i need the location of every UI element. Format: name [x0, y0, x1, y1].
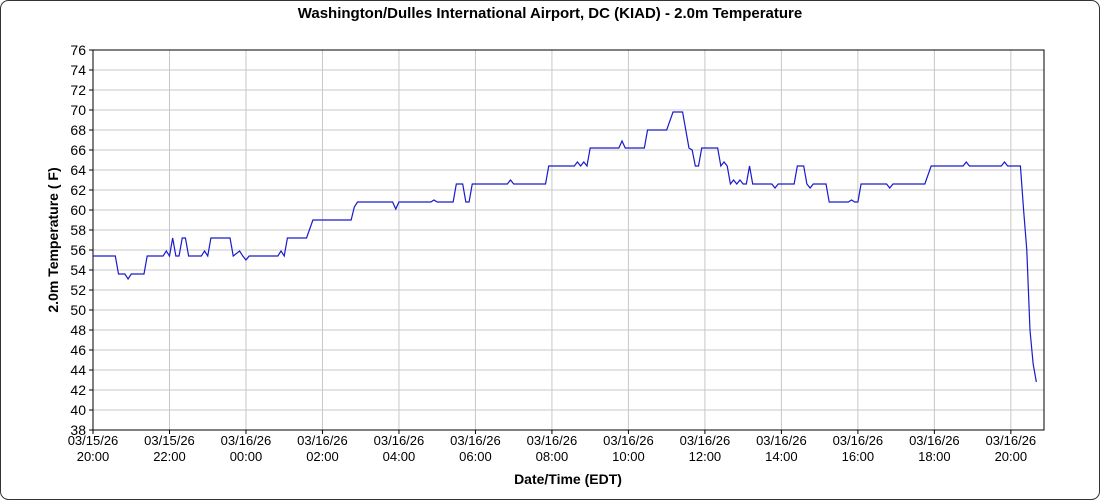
y-tick-label: 64 — [70, 162, 86, 178]
y-axis-label: 2.0m Temperature ( F) — [45, 167, 61, 312]
y-tick-label: 74 — [70, 62, 86, 78]
chart-title: Washington/Dulles International Airport,… — [298, 5, 803, 22]
x-tick-label: 03/16/26 00:00 — [221, 433, 272, 464]
y-tick-label: 76 — [70, 42, 86, 58]
line — [93, 111, 1037, 383]
x-tick-label: 03/16/26 20:00 — [986, 433, 1037, 464]
x-tick-label: 03/16/26 12:00 — [680, 433, 731, 464]
y-tick-label: 72 — [70, 82, 86, 98]
x-tick-label: 03/15/26 22:00 — [144, 433, 195, 464]
y-tick-label: 46 — [70, 342, 86, 358]
x-axis-label: Date/Time (EDT) — [514, 471, 622, 487]
y-tick-label: 38 — [70, 422, 86, 438]
x-tick-label: 03/16/26 14:00 — [756, 433, 807, 464]
y-tick-label: 54 — [70, 262, 86, 278]
y-tick-label: 60 — [70, 202, 86, 218]
x-tick-label: 03/16/26 04:00 — [374, 433, 425, 464]
y-tick-label: 58 — [70, 222, 86, 238]
plot-area — [93, 50, 1044, 430]
plot-border — [92, 49, 1045, 431]
x-tick-label: 03/16/26 06:00 — [450, 433, 501, 464]
x-tick-label: 03/16/26 02:00 — [297, 433, 348, 464]
y-tick-label: 48 — [70, 322, 86, 338]
y-tick-label: 68 — [70, 122, 86, 138]
y-tick-label: 40 — [70, 402, 86, 418]
y-tick-label: 62 — [70, 182, 86, 198]
y-tick-label: 66 — [70, 142, 86, 158]
y-tick-label: 56 — [70, 242, 86, 258]
y-tick-label: 70 — [70, 102, 86, 118]
y-tick-label: 44 — [70, 362, 86, 378]
x-tick-label: 03/16/26 18:00 — [909, 433, 960, 464]
x-tick-label: 03/16/26 10:00 — [603, 433, 654, 464]
y-tick-label: 50 — [70, 302, 86, 318]
x-tick-label: 03/16/26 16:00 — [833, 433, 884, 464]
x-tick-label: 03/16/26 08:00 — [527, 433, 578, 464]
y-tick-label: 52 — [70, 282, 86, 298]
x-tick-label: 03/15/26 20:00 — [68, 433, 119, 464]
y-tick-label: 42 — [70, 382, 86, 398]
